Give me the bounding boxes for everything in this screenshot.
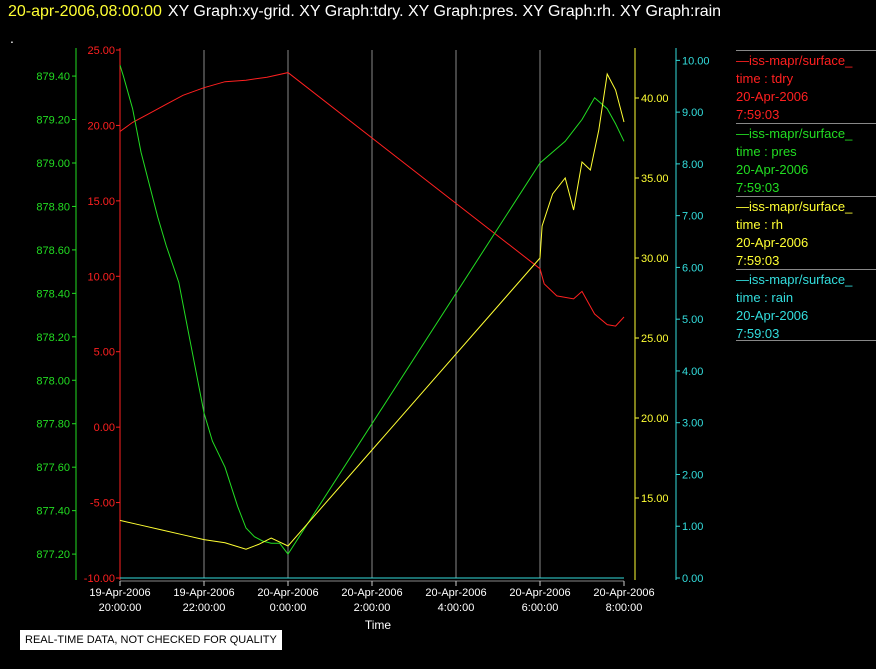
x-tick-date: 20-Apr-2006 — [341, 587, 402, 599]
pres-tick-label: 878.80 — [36, 201, 70, 213]
pres-tick-label: 879.20 — [36, 115, 70, 127]
rh-tick-label: 20.00 — [641, 413, 669, 425]
tdry-series-line — [119, 72, 625, 327]
x-tick-time: 4:00:00 — [438, 602, 475, 614]
tdry-tick-label: 5.00 — [94, 347, 115, 359]
tdry-tick-label: 25.00 — [87, 45, 115, 57]
x-tick-date: 20-Apr-2006 — [257, 587, 318, 599]
rain-tick-label: 7.00 — [682, 211, 703, 223]
tdry-tick-label: 10.00 — [87, 271, 115, 283]
pres-tick-label: 878.20 — [36, 332, 70, 344]
title-time: 20-apr-2006,08:00:00 — [8, 3, 162, 20]
rh-tick-label: 40.00 — [641, 93, 669, 105]
x-axis-label: Time — [365, 618, 392, 632]
x-tick-time: 22:00:00 — [183, 602, 226, 614]
rain-tick-label: 4.00 — [682, 366, 703, 378]
pres-series-line — [119, 65, 625, 555]
x-tick-time: 6:00:00 — [522, 602, 559, 614]
legend-entry-pres: —iss-mapr/surface_time : pres 20-Apr-2006… — [736, 123, 876, 196]
legend-line: —iss-mapr/surface_ — [736, 126, 853, 141]
title-bar: 20-apr-2006,08:00:00 XY Graph:xy-grid. XY… — [8, 3, 721, 21]
tdry-tick-label: 15.00 — [87, 196, 115, 208]
rain-tick-label: 10.00 — [682, 55, 710, 67]
legend-line: 20-Apr-2006 — [736, 235, 809, 250]
legend-line: 20-Apr-2006 — [736, 308, 809, 323]
pres-tick-label: 878.40 — [36, 288, 70, 300]
pres-tick-label: 878.00 — [36, 375, 70, 387]
tdry-tick-label: 20.00 — [87, 120, 115, 132]
legend-line: 7:59:03 — [736, 107, 780, 122]
rain-tick-label: 3.00 — [682, 418, 703, 430]
legend-line: time : rh — [736, 217, 783, 232]
x-tick-time: 20:00:00 — [99, 602, 142, 614]
rh-tick-label: 25.00 — [641, 333, 669, 345]
legend-line: —iss-mapr/surface_ — [736, 53, 853, 68]
legend-line: —iss-mapr/surface_ — [736, 199, 853, 214]
legend-line: 7:59:03 — [736, 253, 780, 268]
legend-entry-rh: —iss-mapr/surface_time : rh 20-Apr-2006 7:… — [736, 196, 876, 269]
tdry-tick-label: -5.00 — [90, 498, 115, 510]
pres-tick-label: 877.60 — [36, 462, 70, 474]
legend-line: 20-Apr-2006 — [736, 89, 809, 104]
legend-line: time : pres — [736, 144, 797, 159]
rain-tick-label: 8.00 — [682, 159, 703, 171]
x-tick-time: 8:00:00 — [606, 602, 643, 614]
legend-line: time : rain — [736, 290, 794, 305]
legend-line: time : tdry — [736, 71, 794, 86]
title-graph-list: XY Graph:xy-grid. XY Graph:tdry. XY Grap… — [167, 3, 722, 20]
pres-tick-label: 877.20 — [36, 549, 70, 561]
rain-tick-label: 1.00 — [682, 521, 703, 533]
legend-entry-rain: —iss-mapr/surface_time : rain 20-Apr-2006… — [736, 269, 876, 341]
x-tick-date: 20-Apr-2006 — [425, 587, 486, 599]
x-tick-date: 20-Apr-2006 — [593, 587, 654, 599]
pres-tick-label: 879.00 — [36, 158, 70, 170]
legend-entry-tdry: —iss-mapr/surface_time : tdry 20-Apr-2006… — [736, 50, 876, 123]
legend-line: 7:59:03 — [736, 180, 780, 195]
legend-line: 20-Apr-2006 — [736, 162, 809, 177]
quality-note: REAL-TIME DATA, NOT CHECKED FOR QUALITY — [20, 630, 282, 650]
x-tick-time: 2:00:00 — [354, 602, 391, 614]
rain-tick-label: 6.00 — [682, 262, 703, 274]
rh-series-line — [119, 72, 625, 550]
legend-line: 7:59:03 — [736, 326, 780, 341]
rain-tick-label: 9.00 — [682, 107, 703, 119]
pres-tick-label: 879.40 — [36, 71, 70, 83]
rain-tick-label: 2.00 — [682, 469, 703, 481]
pres-tick-label: 877.40 — [36, 506, 70, 518]
rh-tick-label: 35.00 — [641, 173, 669, 185]
pres-tick-label: 877.80 — [36, 419, 70, 431]
pres-tick-label: 878.60 — [36, 245, 70, 257]
tdry-tick-label: 0.00 — [94, 422, 115, 434]
legend-line: —iss-mapr/surface_ — [736, 272, 853, 287]
x-tick-date: 20-Apr-2006 — [509, 587, 570, 599]
x-tick-date: 19-Apr-2006 — [89, 587, 150, 599]
x-tick-date: 19-Apr-2006 — [173, 587, 234, 599]
rain-tick-label: 0.00 — [682, 573, 703, 585]
rain-tick-label: 5.00 — [682, 314, 703, 326]
rh-tick-label: 30.00 — [641, 253, 669, 265]
status-dot: . — [10, 30, 14, 46]
rh-tick-label: 15.00 — [641, 493, 669, 505]
x-tick-time: 0:00:00 — [270, 602, 307, 614]
tdry-tick-label: -10.00 — [84, 573, 115, 585]
legend: —iss-mapr/surface_ time : tdry 20-Apr-2006… — [736, 50, 876, 341]
